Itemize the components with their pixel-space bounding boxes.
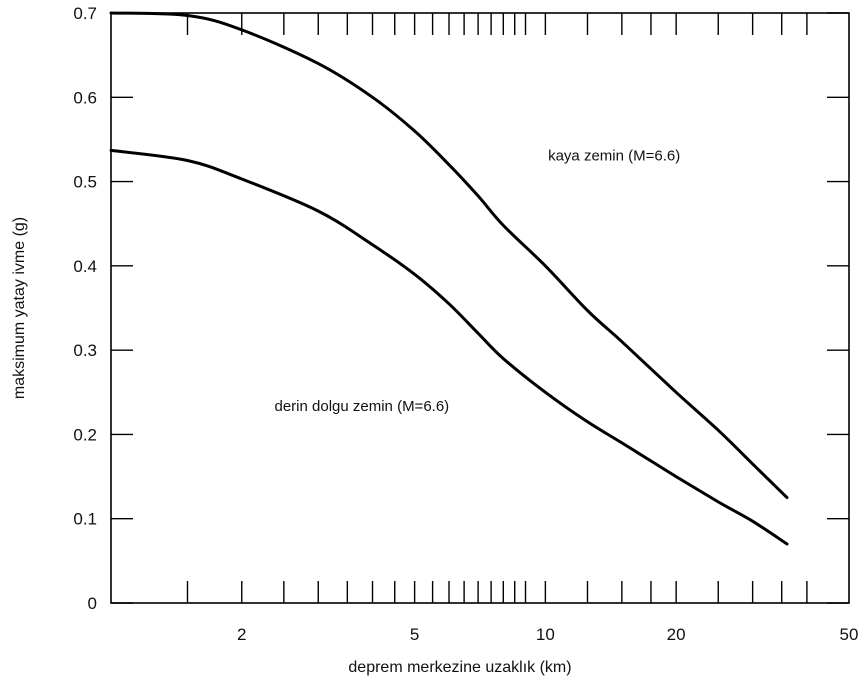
annotations: kaya zemin (M=6.6) derin dolgu zemin (M=6… xyxy=(275,148,681,415)
plot-frame xyxy=(110,12,850,604)
y-tick-label-0: 0 xyxy=(88,594,97,613)
y-tick-label-1: 0.1 xyxy=(73,510,97,529)
series-line-1 xyxy=(109,148,789,546)
y-axis-label: maksimum yatay ivme (g) xyxy=(11,217,28,399)
y-tick-label-4: 0.4 xyxy=(73,257,97,276)
minor-ticks xyxy=(186,13,808,603)
y-tick-label-7: 0.7 xyxy=(73,4,97,23)
x-tick-label-1: 5 xyxy=(410,625,419,644)
series-lines xyxy=(109,11,789,546)
annotation-0: kaya zemin (M=6.6) xyxy=(548,148,680,165)
y-tick-label-3: 0.3 xyxy=(73,341,97,360)
annotation-1: derin dolgu zemin (M=6.6) xyxy=(275,398,450,415)
x-tick-label-2: 10 xyxy=(536,625,555,644)
x-axis-label: deprem merkezine uzaklık (km) xyxy=(348,659,571,676)
x-tick-label-0: 2 xyxy=(237,625,246,644)
x-tick-labels: 2 5 10 20 50 xyxy=(237,625,858,644)
x-tick-label-4: 50 xyxy=(840,625,859,644)
y-tick-label-6: 0.6 xyxy=(73,88,97,107)
y-ticks: 0 0.1 0.2 0.3 0.4 0.5 0.6 0.7 xyxy=(73,4,849,613)
y-tick-label-5: 0.5 xyxy=(73,173,97,192)
y-tick-label-2: 0.2 xyxy=(73,425,97,444)
series-line-0 xyxy=(109,11,789,500)
x-tick-label-3: 20 xyxy=(667,625,686,644)
